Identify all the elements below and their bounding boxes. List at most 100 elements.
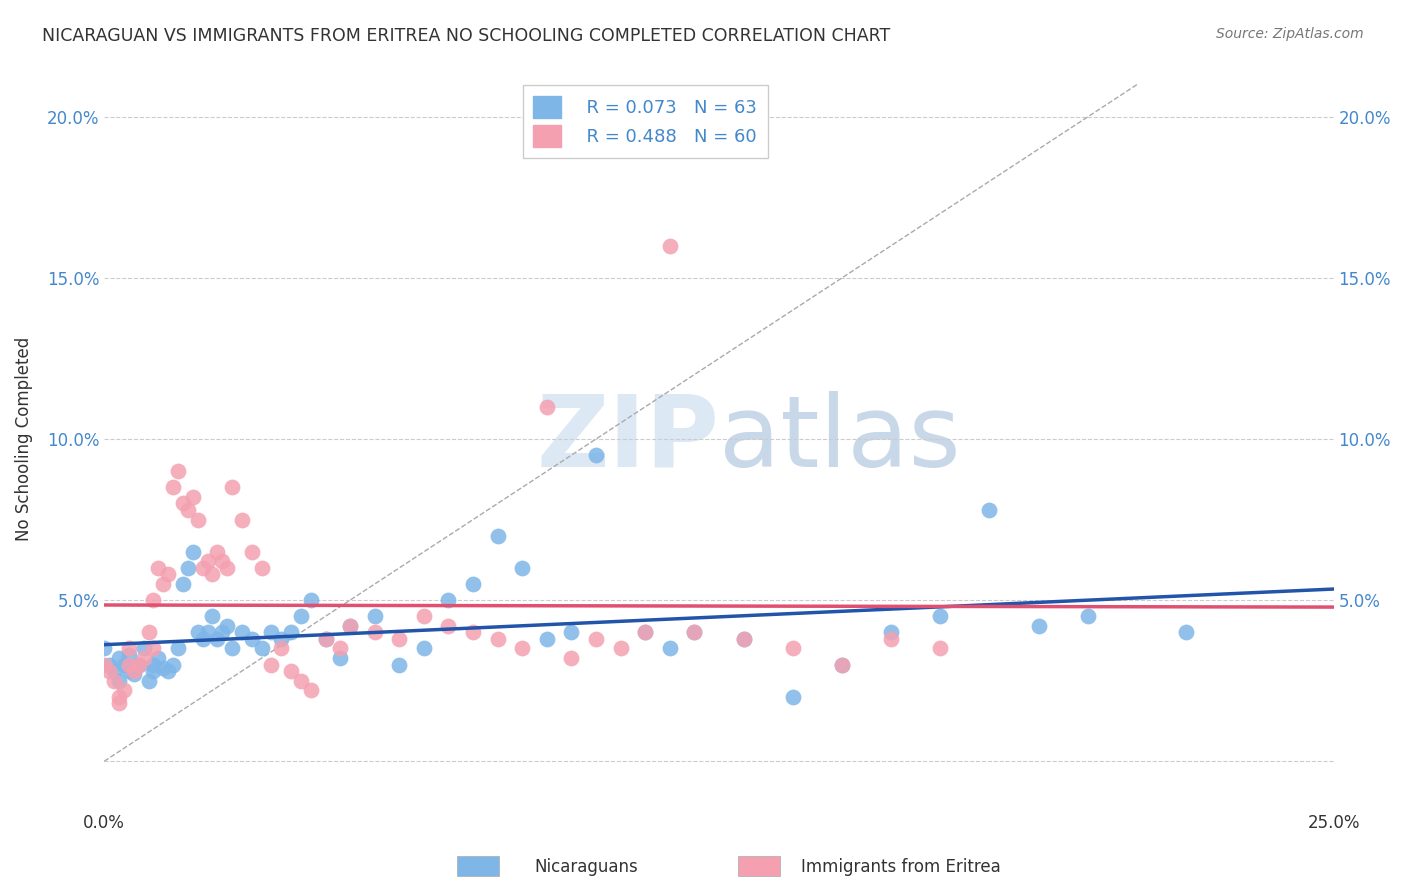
Point	[177, 561, 200, 575]
Point	[979, 503, 1001, 517]
Point	[929, 609, 952, 624]
Point	[221, 480, 243, 494]
Point	[191, 632, 214, 646]
Point	[1077, 609, 1099, 624]
Point	[181, 490, 204, 504]
Point	[339, 619, 361, 633]
Point	[197, 554, 219, 568]
Point	[658, 238, 681, 252]
Point	[1028, 619, 1050, 633]
Point	[929, 641, 952, 656]
Point	[187, 625, 209, 640]
Point	[880, 625, 903, 640]
Point	[634, 625, 657, 640]
Point	[128, 657, 150, 672]
Point	[1175, 625, 1198, 640]
Point	[510, 561, 533, 575]
Text: Immigrants from Eritrea: Immigrants from Eritrea	[801, 858, 1001, 876]
Point	[211, 625, 233, 640]
Point	[364, 625, 387, 640]
Point	[733, 632, 755, 646]
Point	[280, 625, 302, 640]
Point	[329, 641, 352, 656]
Point	[782, 690, 804, 704]
Point	[412, 641, 434, 656]
Point	[138, 673, 160, 688]
Point	[93, 657, 115, 672]
Point	[128, 657, 150, 672]
Point	[152, 577, 174, 591]
Point	[634, 625, 657, 640]
Point	[585, 448, 607, 462]
Point	[112, 683, 135, 698]
Point	[152, 661, 174, 675]
Point	[118, 664, 141, 678]
Point	[231, 512, 253, 526]
Point	[148, 651, 170, 665]
Point	[299, 683, 322, 698]
Point	[157, 664, 180, 678]
Point	[280, 664, 302, 678]
Point	[437, 593, 460, 607]
Point	[118, 648, 141, 662]
Point	[290, 609, 312, 624]
Point	[142, 593, 165, 607]
Point	[138, 625, 160, 640]
Point	[486, 632, 509, 646]
Point	[118, 641, 141, 656]
Point	[221, 641, 243, 656]
Point	[108, 673, 131, 688]
Point	[162, 657, 184, 672]
Point	[250, 641, 273, 656]
Point	[187, 512, 209, 526]
Point	[329, 651, 352, 665]
Point	[831, 657, 853, 672]
Point	[536, 400, 558, 414]
Point	[536, 632, 558, 646]
Point	[177, 503, 200, 517]
Point	[461, 625, 484, 640]
Point	[122, 664, 145, 678]
Point	[207, 632, 229, 646]
Point	[585, 632, 607, 646]
Point	[217, 619, 239, 633]
Point	[103, 673, 125, 688]
Point	[683, 625, 706, 640]
Point	[148, 561, 170, 575]
Point	[560, 625, 582, 640]
Point	[683, 625, 706, 640]
Point	[142, 641, 165, 656]
Point	[162, 480, 184, 494]
Point	[132, 641, 155, 656]
Text: NICARAGUAN VS IMMIGRANTS FROM ERITREA NO SCHOOLING COMPLETED CORRELATION CHART: NICARAGUAN VS IMMIGRANTS FROM ERITREA NO…	[42, 27, 890, 45]
Point	[461, 577, 484, 591]
Point	[880, 632, 903, 646]
Point	[270, 641, 292, 656]
Point	[201, 567, 224, 582]
Point	[217, 561, 239, 575]
Y-axis label: No Schooling Completed: No Schooling Completed	[15, 337, 32, 541]
Point	[98, 664, 121, 678]
Point	[240, 545, 263, 559]
Point	[733, 632, 755, 646]
Point	[98, 657, 121, 672]
Point	[167, 464, 190, 478]
Point	[103, 664, 125, 678]
Point	[782, 641, 804, 656]
Point	[658, 641, 681, 656]
Point	[486, 529, 509, 543]
Point	[231, 625, 253, 640]
Text: ZIP: ZIP	[536, 391, 718, 488]
Point	[167, 641, 190, 656]
Point	[260, 657, 283, 672]
Point	[315, 632, 337, 646]
Point	[560, 651, 582, 665]
Point	[388, 632, 411, 646]
Point	[191, 561, 214, 575]
Point	[437, 619, 460, 633]
Legend:   R = 0.073   N = 63,   R = 0.488   N = 60: R = 0.073 N = 63, R = 0.488 N = 60	[523, 85, 768, 158]
Point	[142, 657, 165, 672]
Point	[112, 657, 135, 672]
Point	[93, 641, 115, 656]
Point	[108, 696, 131, 710]
